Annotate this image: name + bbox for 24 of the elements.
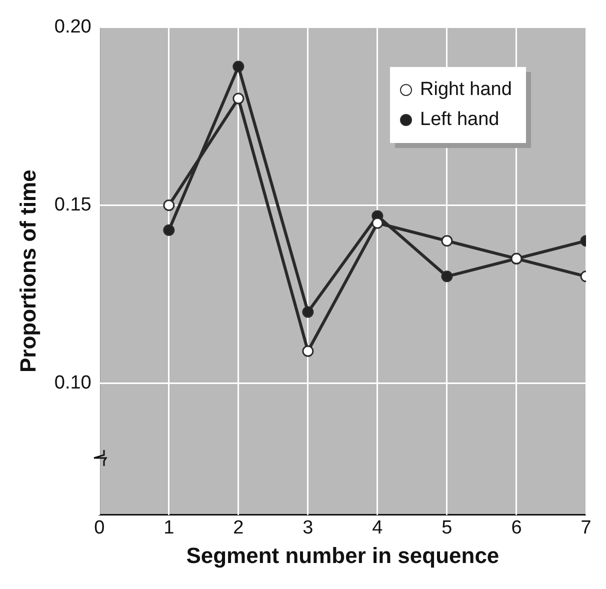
- x-tick-label: 2: [233, 517, 244, 538]
- x-tick-label: 7: [580, 517, 592, 538]
- x-tick-label: 3: [302, 517, 314, 538]
- x-tick-label: 4: [372, 517, 384, 538]
- x-axis-title: Segment number in sequence: [186, 542, 500, 568]
- x-tick-label: 0: [94, 517, 105, 538]
- point: [163, 224, 175, 236]
- point: [441, 270, 453, 282]
- y-tick-label: 0.15: [54, 194, 92, 216]
- point: [302, 306, 314, 318]
- point: [441, 235, 453, 247]
- y-axis-title: Proportions of time: [15, 170, 40, 373]
- x-tick-label: 1: [164, 517, 174, 538]
- y-tick-label: 0.20: [54, 16, 92, 38]
- legend-label: Right hand: [420, 78, 512, 102]
- point: [163, 200, 175, 212]
- x-tick-label: 6: [511, 517, 522, 538]
- point: [302, 345, 314, 357]
- point: [232, 92, 244, 104]
- point: [232, 60, 244, 72]
- y-tick-label: 0.10: [54, 372, 92, 394]
- legend-label: Left hand: [420, 108, 500, 132]
- x-tick-label: 5: [442, 517, 452, 538]
- point: [372, 217, 384, 229]
